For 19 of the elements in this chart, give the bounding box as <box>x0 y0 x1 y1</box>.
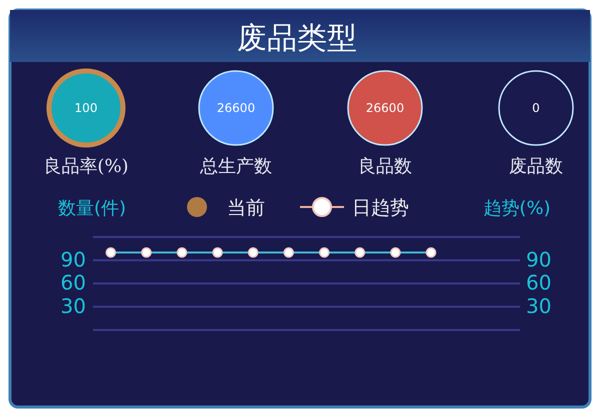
y2-tick-label: 90 <box>526 247 552 272</box>
legend-label: 当前 <box>227 197 265 219</box>
data-label: 26600 <box>216 101 256 115</box>
legend-label: 日趋势 <box>352 197 409 219</box>
text: 废品类型 <box>237 21 357 56</box>
data-label: 0 <box>532 101 540 115</box>
y-axis-title: 数量(件) <box>58 198 126 219</box>
category-label: 良品率(%) <box>43 156 129 177</box>
data-label: 26600 <box>366 101 404 115</box>
y-tick-label: 90 <box>60 247 86 272</box>
data-label: 100 <box>74 101 98 115</box>
y2-tick-label: 30 <box>526 294 552 318</box>
category-label: 总生产数 <box>199 156 272 177</box>
category-label: 废品数 <box>509 156 563 177</box>
y-tick-label: 30 <box>60 294 86 318</box>
category-label: 良品数 <box>358 156 412 177</box>
y2-tick-label: 60 <box>526 270 552 294</box>
y-tick-label: 60 <box>60 270 86 294</box>
y2-axis-title: 趋势(%) <box>483 198 551 219</box>
